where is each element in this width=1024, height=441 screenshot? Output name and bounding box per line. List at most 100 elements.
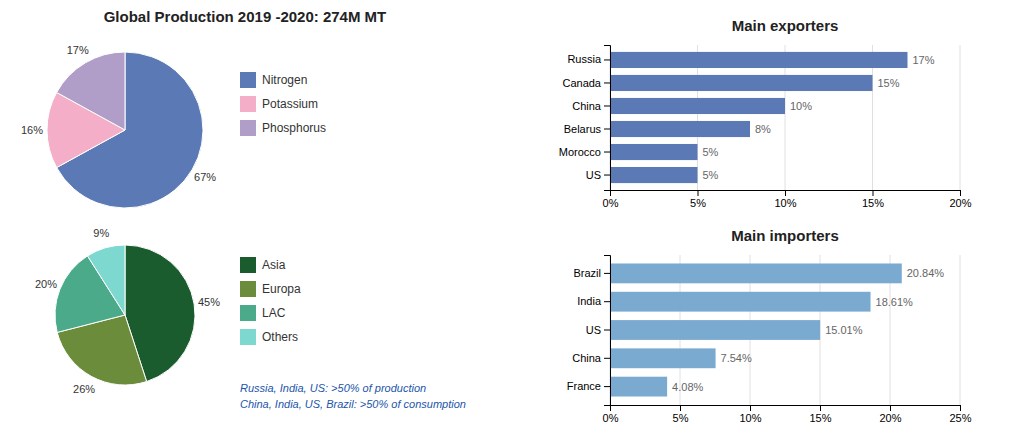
tick-label: China bbox=[572, 352, 602, 364]
tick-label: Russia bbox=[567, 53, 602, 65]
tick-mark bbox=[604, 386, 610, 387]
data-label: 17% bbox=[67, 44, 89, 56]
data-label: 17% bbox=[913, 54, 935, 66]
tick-mark bbox=[873, 190, 874, 196]
legend-item: Others bbox=[240, 329, 298, 345]
tick-mark bbox=[604, 129, 610, 130]
data-label: 18.61% bbox=[876, 296, 914, 308]
bar bbox=[610, 292, 871, 312]
data-label: 7.54% bbox=[721, 352, 752, 364]
tick-label: US bbox=[586, 169, 601, 181]
tick: Russia bbox=[567, 53, 610, 65]
tick: Morocco bbox=[559, 146, 610, 158]
chart-title: Main exporters bbox=[732, 17, 839, 34]
tick-mark bbox=[604, 175, 610, 176]
tick-mark bbox=[890, 405, 891, 411]
bar bbox=[610, 320, 820, 340]
tick-label: 25% bbox=[949, 412, 971, 424]
pie-slices bbox=[47, 52, 203, 208]
tick-label: Canada bbox=[562, 76, 601, 88]
tick-mark bbox=[604, 358, 610, 359]
tick-label: India bbox=[577, 295, 602, 307]
bar bbox=[610, 377, 667, 397]
axis-line bbox=[611, 191, 961, 197]
bars bbox=[610, 263, 902, 396]
legend-swatch bbox=[240, 329, 256, 345]
legend-item: Asia bbox=[240, 257, 286, 273]
tick-label: 15% bbox=[809, 412, 831, 424]
tick: 0% bbox=[603, 190, 619, 209]
tick: 5% bbox=[673, 405, 689, 424]
tick-label: US bbox=[586, 324, 601, 336]
tick-mark bbox=[604, 301, 610, 302]
legend-swatch bbox=[240, 120, 256, 136]
grid-line bbox=[960, 45, 961, 190]
legend-label: Nitrogen bbox=[262, 73, 307, 87]
tick: 20% bbox=[879, 405, 901, 424]
axis-line bbox=[604, 46, 611, 191]
tick-mark bbox=[960, 190, 961, 196]
legend-label: Phosphorus bbox=[262, 121, 326, 135]
bars bbox=[610, 52, 908, 183]
legend-label: Others bbox=[262, 330, 298, 344]
pie-slice bbox=[57, 52, 125, 130]
grid bbox=[610, 255, 960, 405]
data-label: 10% bbox=[790, 100, 812, 112]
legend-swatch bbox=[240, 96, 256, 112]
grid-line bbox=[960, 255, 961, 405]
tick: France bbox=[567, 380, 610, 392]
tick-mark bbox=[960, 405, 961, 411]
legend-label: Asia bbox=[262, 258, 286, 272]
tick-label: 20% bbox=[879, 412, 901, 424]
tick-label: Brazil bbox=[573, 267, 601, 279]
bar bbox=[610, 75, 873, 91]
tick: Canada bbox=[562, 76, 610, 88]
data-label: 4.08% bbox=[672, 381, 703, 393]
tick: 0% bbox=[603, 405, 619, 424]
tick-label: 10% bbox=[739, 412, 761, 424]
bar bbox=[610, 167, 698, 183]
legend-swatch bbox=[240, 72, 256, 88]
figure: Global Production 2019 -2020: 274M MT Rus… bbox=[0, 0, 1024, 441]
annotation: China, India, US, Brazil: >50% of consum… bbox=[240, 398, 466, 410]
tick: 10% bbox=[774, 190, 796, 209]
data-labels: 67%16%17% bbox=[21, 44, 216, 183]
y-axis: Russia Canada China Belarus Morocco US bbox=[559, 46, 611, 191]
legend-item: Potassium bbox=[240, 96, 318, 112]
tick-mark bbox=[698, 190, 699, 196]
tick-label: Morocco bbox=[559, 146, 601, 158]
legend-swatch bbox=[240, 281, 256, 297]
tick: 5% bbox=[690, 190, 706, 209]
tick-label: Belarus bbox=[564, 123, 602, 135]
bar-chart: Main importers 0% 5% 10% 15% 20% 25% Brazil Indi… bbox=[567, 227, 972, 424]
tick-label: 0% bbox=[603, 412, 619, 424]
bar bbox=[610, 98, 785, 114]
data-label: 5% bbox=[703, 169, 719, 181]
tick: India bbox=[577, 295, 610, 307]
legend-label: Europa bbox=[262, 282, 301, 296]
data-label: 26% bbox=[73, 383, 95, 395]
data-label: 15.01% bbox=[825, 324, 863, 336]
tick: China bbox=[572, 100, 610, 112]
axis-line bbox=[604, 256, 611, 406]
chart-title: Main importers bbox=[731, 227, 839, 244]
data-label: 9% bbox=[93, 227, 109, 239]
data-labels: 20.84%18.61%15.01%7.54%4.08% bbox=[672, 267, 944, 392]
pie-chart: 67%16%17% bbox=[21, 44, 216, 208]
tick: China bbox=[572, 352, 610, 364]
x-axis: 0%5%10%15%20% bbox=[603, 190, 972, 209]
tick: 10% bbox=[739, 405, 761, 424]
legend-item: Nitrogen bbox=[240, 72, 307, 88]
bar-chart: Main exporters0%5%10%15%20%RussiaCanadaC… bbox=[559, 17, 972, 209]
tick-label: 10% bbox=[774, 197, 796, 209]
legend-label: LAC bbox=[262, 306, 286, 320]
tick: US bbox=[586, 169, 610, 181]
axis-line bbox=[611, 406, 961, 412]
tick-mark bbox=[680, 405, 681, 411]
x-axis: 0% 5% 10% 15% 20% 25% bbox=[603, 405, 972, 424]
pie-slice bbox=[87, 245, 125, 315]
bar bbox=[610, 121, 750, 137]
tick-mark bbox=[604, 330, 610, 331]
pie-slices bbox=[55, 245, 195, 385]
figure-title: Global Production 2019 -2020: 274M MT bbox=[104, 8, 387, 25]
